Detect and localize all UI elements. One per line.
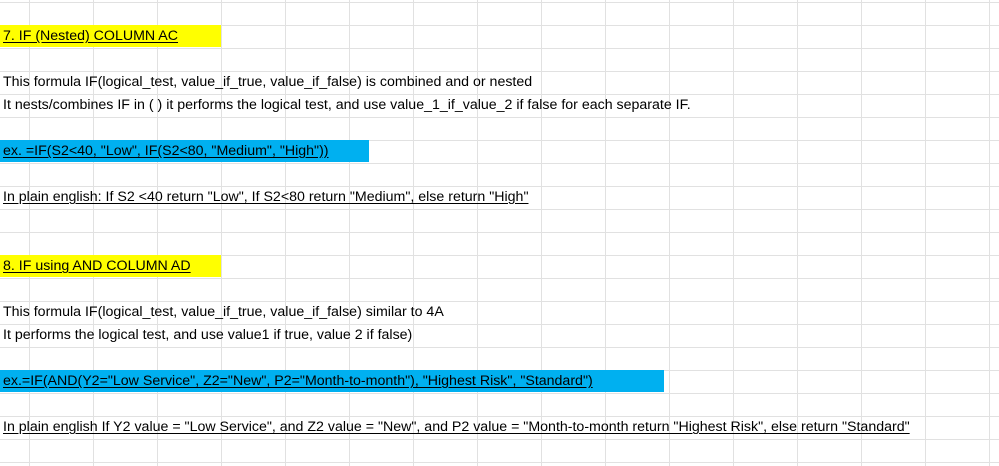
section8-description-line1[interactable]: This formula IF(logical_test, value_if_t… xyxy=(3,304,444,320)
section8-example-formula-cell[interactable]: ex.=IF(AND(Y2="Low Service", Z2="New", P… xyxy=(0,370,664,392)
section7-heading-cell[interactable]: 7. IF (Nested) COLUMN AC xyxy=(0,25,221,47)
section7-description-line1[interactable]: This formula IF(logical_test, value_if_t… xyxy=(3,74,533,90)
section7-description-line2[interactable]: It nests/combines IF in ( ) it performs … xyxy=(3,97,691,113)
section7-example-formula-cell[interactable]: ex. =IF(S2<40, "Low", IF(S2<80, "Medium"… xyxy=(0,140,369,162)
section8-description-line2[interactable]: It performs the logical test, and use va… xyxy=(3,327,413,343)
section8-heading-cell[interactable]: 8. IF using AND COLUMN AD xyxy=(0,255,221,277)
section8-plain-english-cell[interactable]: In plain english If Y2 value = "Low Serv… xyxy=(3,419,910,435)
section7-plain-english-cell[interactable]: In plain english: If S2 <40 return "Low"… xyxy=(3,189,529,205)
